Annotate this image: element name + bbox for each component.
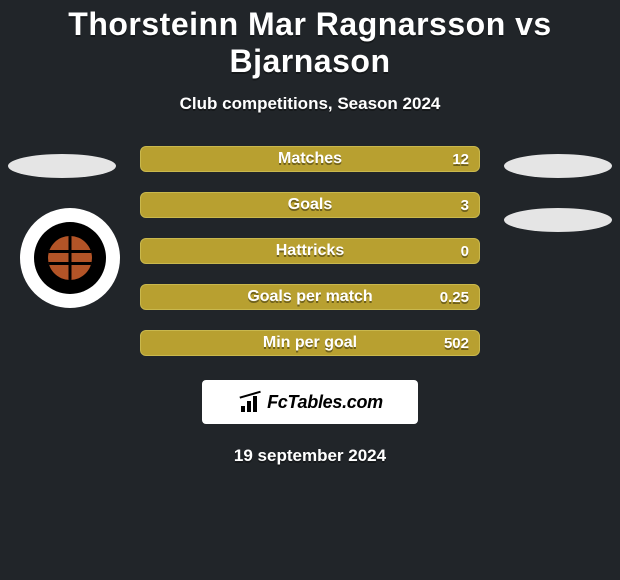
stat-value: 0.25 [440,289,469,306]
date-label: 19 september 2024 [0,446,620,466]
stats-bars: Matches 12 Goals 3 Hattricks 0 Goals per… [140,146,480,356]
stat-bar-goals: Goals 3 [140,192,480,218]
club-badge-inner [34,222,106,294]
content-area: Matches 12 Goals 3 Hattricks 0 Goals per… [0,124,620,466]
stat-bar-hattricks: Hattricks 0 [140,238,480,264]
stat-bar-matches: Matches 12 [140,146,480,172]
comparison-card: Thorsteinn Mar Ragnarsson vs Bjarnason C… [0,0,620,466]
subtitle: Club competitions, Season 2024 [0,86,620,124]
stat-label: Matches [278,150,342,168]
club-badge-left [20,208,120,308]
club-right-placeholder [504,208,612,232]
page-title: Thorsteinn Mar Ragnarsson vs Bjarnason [0,0,620,86]
stat-value: 12 [452,151,469,168]
stat-label: Goals per match [247,288,372,306]
fctables-branding: FcTables.com [202,380,418,424]
stat-value: 502 [444,335,469,352]
stat-label: Goals [288,196,332,214]
player-right-placeholder [504,154,612,178]
stat-value: 3 [461,197,469,214]
chart-icon [237,392,261,412]
branding-text: FcTables.com [267,392,383,413]
player-left-placeholder [8,154,116,178]
stat-label: Min per goal [263,334,357,352]
stat-bar-min-per-goal: Min per goal 502 [140,330,480,356]
stat-bar-goals-per-match: Goals per match 0.25 [140,284,480,310]
stat-label: Hattricks [276,242,344,260]
stat-value: 0 [461,243,469,260]
football-icon [48,236,92,280]
